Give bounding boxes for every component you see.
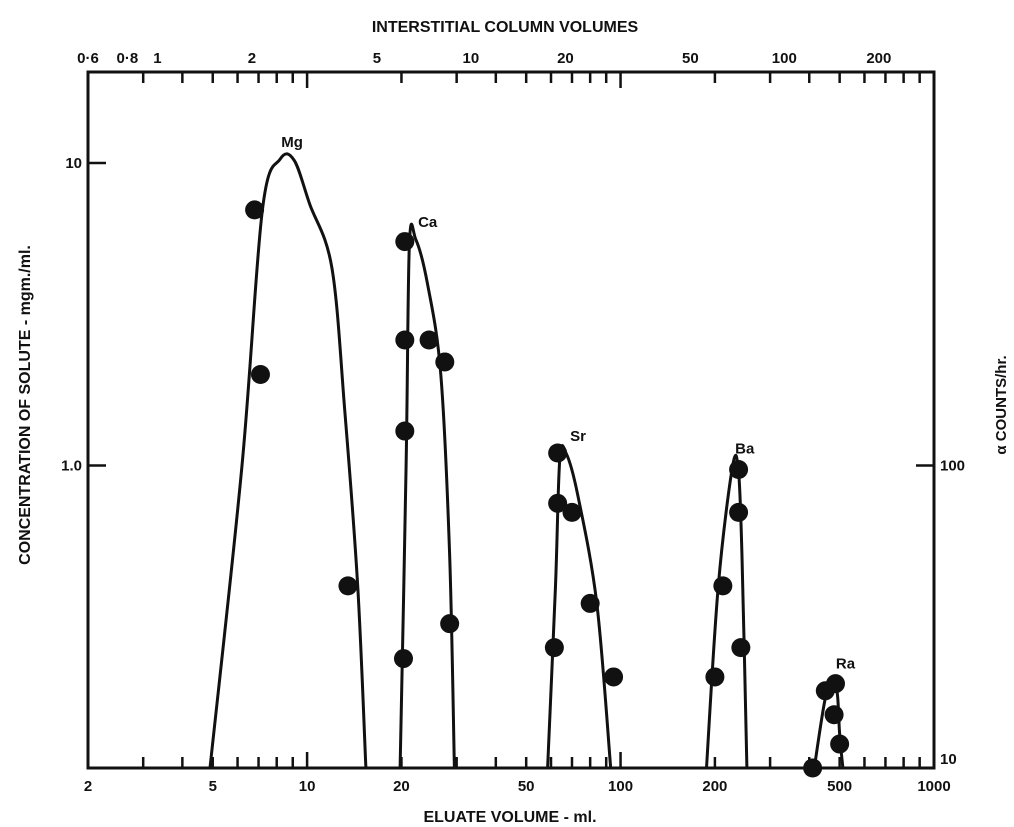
elution-curves (208, 152, 845, 769)
ba-point (729, 502, 749, 522)
top-tick-label: 50 (682, 50, 699, 67)
top-tick-label: 2 (248, 50, 256, 67)
ra-point (824, 705, 844, 725)
ca-peak-label: Ca (418, 214, 438, 231)
top-tick-label: 20 (557, 50, 574, 67)
x-tick-label: 100 (608, 778, 633, 795)
sr-point (548, 443, 568, 463)
x-tick-label: 20 (393, 778, 410, 795)
ba-point (729, 460, 749, 480)
ca-point (395, 232, 415, 252)
x-tick-label: 50 (518, 778, 535, 795)
top-tick-label: 5 (373, 50, 381, 67)
y2-axis-title: α COUNTS/hr. (993, 355, 1010, 454)
ba-curve (705, 453, 749, 769)
top-tick-label: 10 (463, 50, 480, 67)
y2-tick-label: 10 (940, 751, 957, 768)
ca-point (419, 330, 439, 350)
sr-peak-label: Sr (570, 428, 586, 445)
ca-point (395, 421, 415, 441)
top-axis-title: INTERSTITIAL COLUMN VOLUMES (372, 19, 639, 36)
mg-point (338, 576, 358, 596)
peak-labels: Mg Ca Sr Ba Ra (281, 134, 856, 672)
top-tick-label: 0·8 (116, 50, 138, 67)
ca-point (440, 614, 460, 634)
ba-point (713, 576, 733, 596)
top-tick-label: 1 (153, 50, 161, 67)
ba-point (705, 667, 725, 687)
ca-curve (398, 222, 456, 769)
x-tick-label: 500 (827, 778, 852, 795)
mg-point (250, 364, 270, 384)
top-tick-label: 0·6 (77, 50, 99, 67)
ra-peak-label: Ra (836, 655, 856, 672)
ca-point (395, 330, 415, 350)
top-tick-label: 200 (866, 50, 891, 67)
mg-point (245, 200, 265, 220)
x-tick-label: 10 (299, 778, 316, 795)
axis-ticks (86, 72, 934, 770)
y-tick-label: 1.0 (61, 458, 82, 475)
plot-frame (86, 70, 936, 770)
data-points (245, 200, 850, 778)
ca-point (393, 649, 413, 669)
x-tick-label: 1000 (917, 778, 950, 795)
sr-point (544, 638, 564, 658)
x-tick-label: 2 (84, 778, 92, 795)
y-axis-title: CONCENTRATION OF SOLUTE - mgm./ml. (17, 245, 34, 565)
x-tick-label: 5 (209, 778, 217, 795)
top-tick-label: 100 (772, 50, 797, 67)
mg-peak-label: Mg (281, 134, 303, 151)
ba-point (731, 638, 751, 658)
sr-point (604, 667, 624, 687)
x-axis-title: ELUATE VOLUME - ml. (423, 809, 596, 826)
ra-point (830, 734, 850, 754)
sr-point (548, 493, 568, 513)
sr-point (580, 593, 600, 613)
ca-point (435, 352, 455, 372)
tick-labels: 2 5 10 20 50 100 200 500 1000 0·6 0·8 1 2 5 10 20 50 100 2… (61, 50, 965, 795)
ba-peak-label: Ba (735, 441, 755, 458)
sr-point (562, 502, 582, 522)
y2-tick-label: 100 (940, 458, 965, 475)
ra-point (825, 674, 845, 694)
y-tick-label: 10 (65, 155, 82, 172)
mg-curve (208, 152, 368, 769)
x-tick-label: 200 (702, 778, 727, 795)
